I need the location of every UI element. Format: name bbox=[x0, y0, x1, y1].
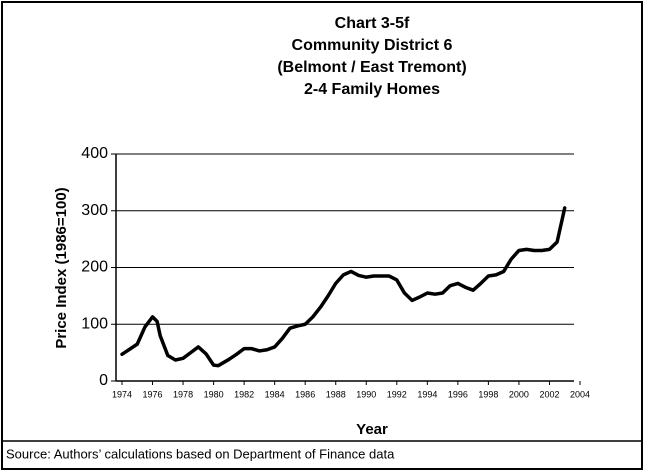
x-tick-label: 1996 bbox=[448, 389, 468, 399]
x-tick-label: 2002 bbox=[539, 389, 559, 399]
x-tick-label: 1998 bbox=[478, 389, 498, 399]
x-tick-label: 1988 bbox=[326, 389, 346, 399]
y-tick-label: 200 bbox=[81, 259, 108, 276]
x-tick-label: 1982 bbox=[234, 389, 254, 399]
x-tick-label: 1990 bbox=[356, 389, 376, 399]
x-tick-label: 1976 bbox=[143, 389, 163, 399]
y-tick-label: 100 bbox=[81, 315, 108, 332]
chart-title: 2-4 Family Homes bbox=[304, 81, 440, 98]
x-axis-label: Year bbox=[356, 421, 388, 438]
chart-title: Chart 3-5f bbox=[335, 15, 410, 32]
y-tick-label: 400 bbox=[81, 145, 108, 162]
x-tick-label: 1986 bbox=[295, 389, 315, 399]
line bbox=[120, 206, 567, 368]
y-tick-label: 300 bbox=[81, 202, 108, 219]
y-axis-label: Price Index (1986=100) bbox=[53, 187, 70, 348]
y-tick-label: 0 bbox=[99, 372, 108, 389]
x-tick-label: 1980 bbox=[204, 389, 224, 399]
x-tick-label: 1992 bbox=[387, 389, 407, 399]
x-tick-label: 2000 bbox=[509, 389, 529, 399]
chart-title: Community District 6 bbox=[292, 37, 453, 54]
chart-title: (Belmont / East Tremont) bbox=[277, 59, 466, 76]
x-tick-label: 1978 bbox=[173, 389, 193, 399]
x-tick-label: 1994 bbox=[417, 389, 437, 399]
x-tick-label: 1984 bbox=[265, 389, 285, 399]
source: Source: Authors’ calculations based on D… bbox=[6, 446, 395, 461]
x-tick-label: 1974 bbox=[112, 389, 132, 399]
x-tick-label: 2004 bbox=[570, 389, 590, 399]
